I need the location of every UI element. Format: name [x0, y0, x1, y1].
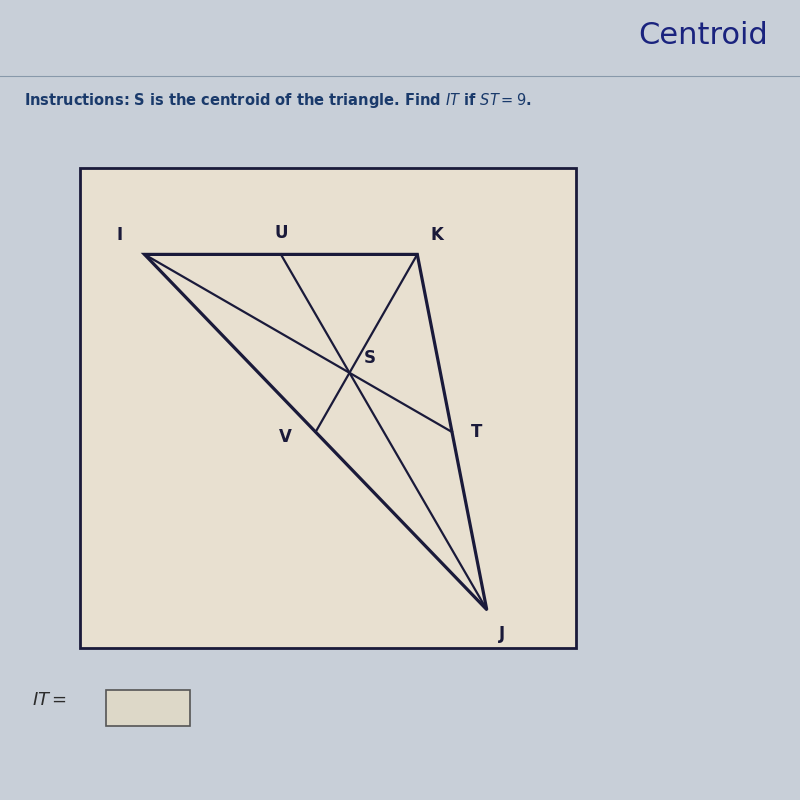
- Text: I: I: [117, 226, 122, 244]
- Text: T: T: [471, 423, 482, 441]
- Text: $IT =$: $IT =$: [32, 691, 67, 709]
- FancyBboxPatch shape: [80, 168, 576, 648]
- Text: V: V: [279, 428, 292, 446]
- Text: U: U: [274, 224, 288, 242]
- Text: Instructions: S is the centroid of the triangle. Find $IT$ if $ST = 9$.: Instructions: S is the centroid of the t…: [24, 90, 531, 110]
- Text: J: J: [498, 625, 505, 642]
- Text: K: K: [430, 226, 443, 244]
- Text: S: S: [363, 350, 375, 367]
- Text: Centroid: Centroid: [638, 22, 768, 50]
- FancyBboxPatch shape: [106, 690, 190, 726]
